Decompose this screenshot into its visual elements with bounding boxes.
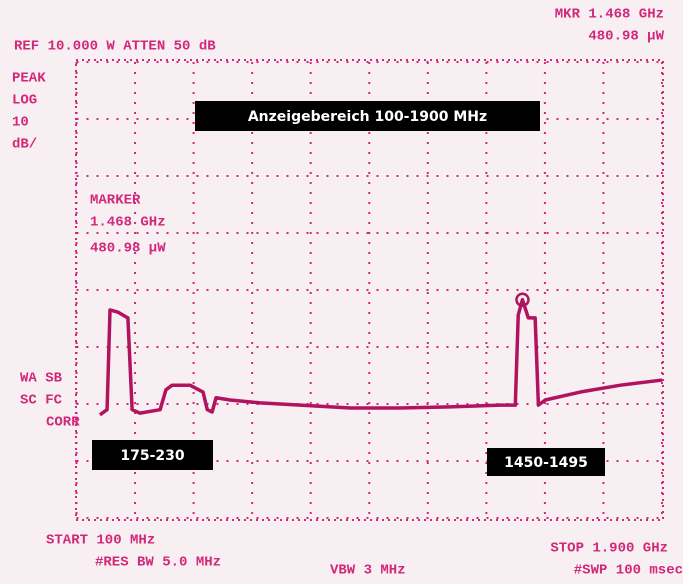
ref-label: REF 10.000 W ATTEN 50 dB <box>14 39 216 55</box>
corr-label: WA SB <box>20 371 63 387</box>
marker-point <box>515 292 530 307</box>
left-label: 10 <box>12 115 29 131</box>
left-label: LOG <box>12 93 37 109</box>
left-label: PEAK <box>12 71 46 87</box>
left-label: dB/ <box>12 137 37 153</box>
chart-title: Anzeigebereich 100-1900 MHz <box>248 109 487 125</box>
marker-block: 1.468 GHz <box>90 215 166 231</box>
annotation: 1450-1495 <box>504 455 588 471</box>
annotation-box <box>92 440 213 470</box>
trace <box>98 297 663 417</box>
marker-freq: MKR 1.468 GHz <box>555 7 664 23</box>
annotation: 175-230 <box>120 448 185 464</box>
footer-sweep: #SWP 100 msec <box>574 563 683 579</box>
footer-start: START 100 MHz <box>46 533 155 549</box>
footer-vbw: VBW 3 MHz <box>330 563 406 579</box>
annotation-box <box>487 448 605 476</box>
footer-stop: STOP 1.900 GHz <box>550 541 668 557</box>
footer-rbw: #RES BW 5.0 MHz <box>95 555 221 571</box>
corr-label: SC FC <box>20 393 63 409</box>
marker-power: 480.98 µW <box>588 29 664 45</box>
corr-label: CORR <box>46 415 80 431</box>
marker-block: MARKER <box>90 193 141 209</box>
chart-title-box <box>195 101 540 131</box>
plot-frame <box>75 59 664 521</box>
marker-block: 480.98 µW <box>90 241 166 257</box>
